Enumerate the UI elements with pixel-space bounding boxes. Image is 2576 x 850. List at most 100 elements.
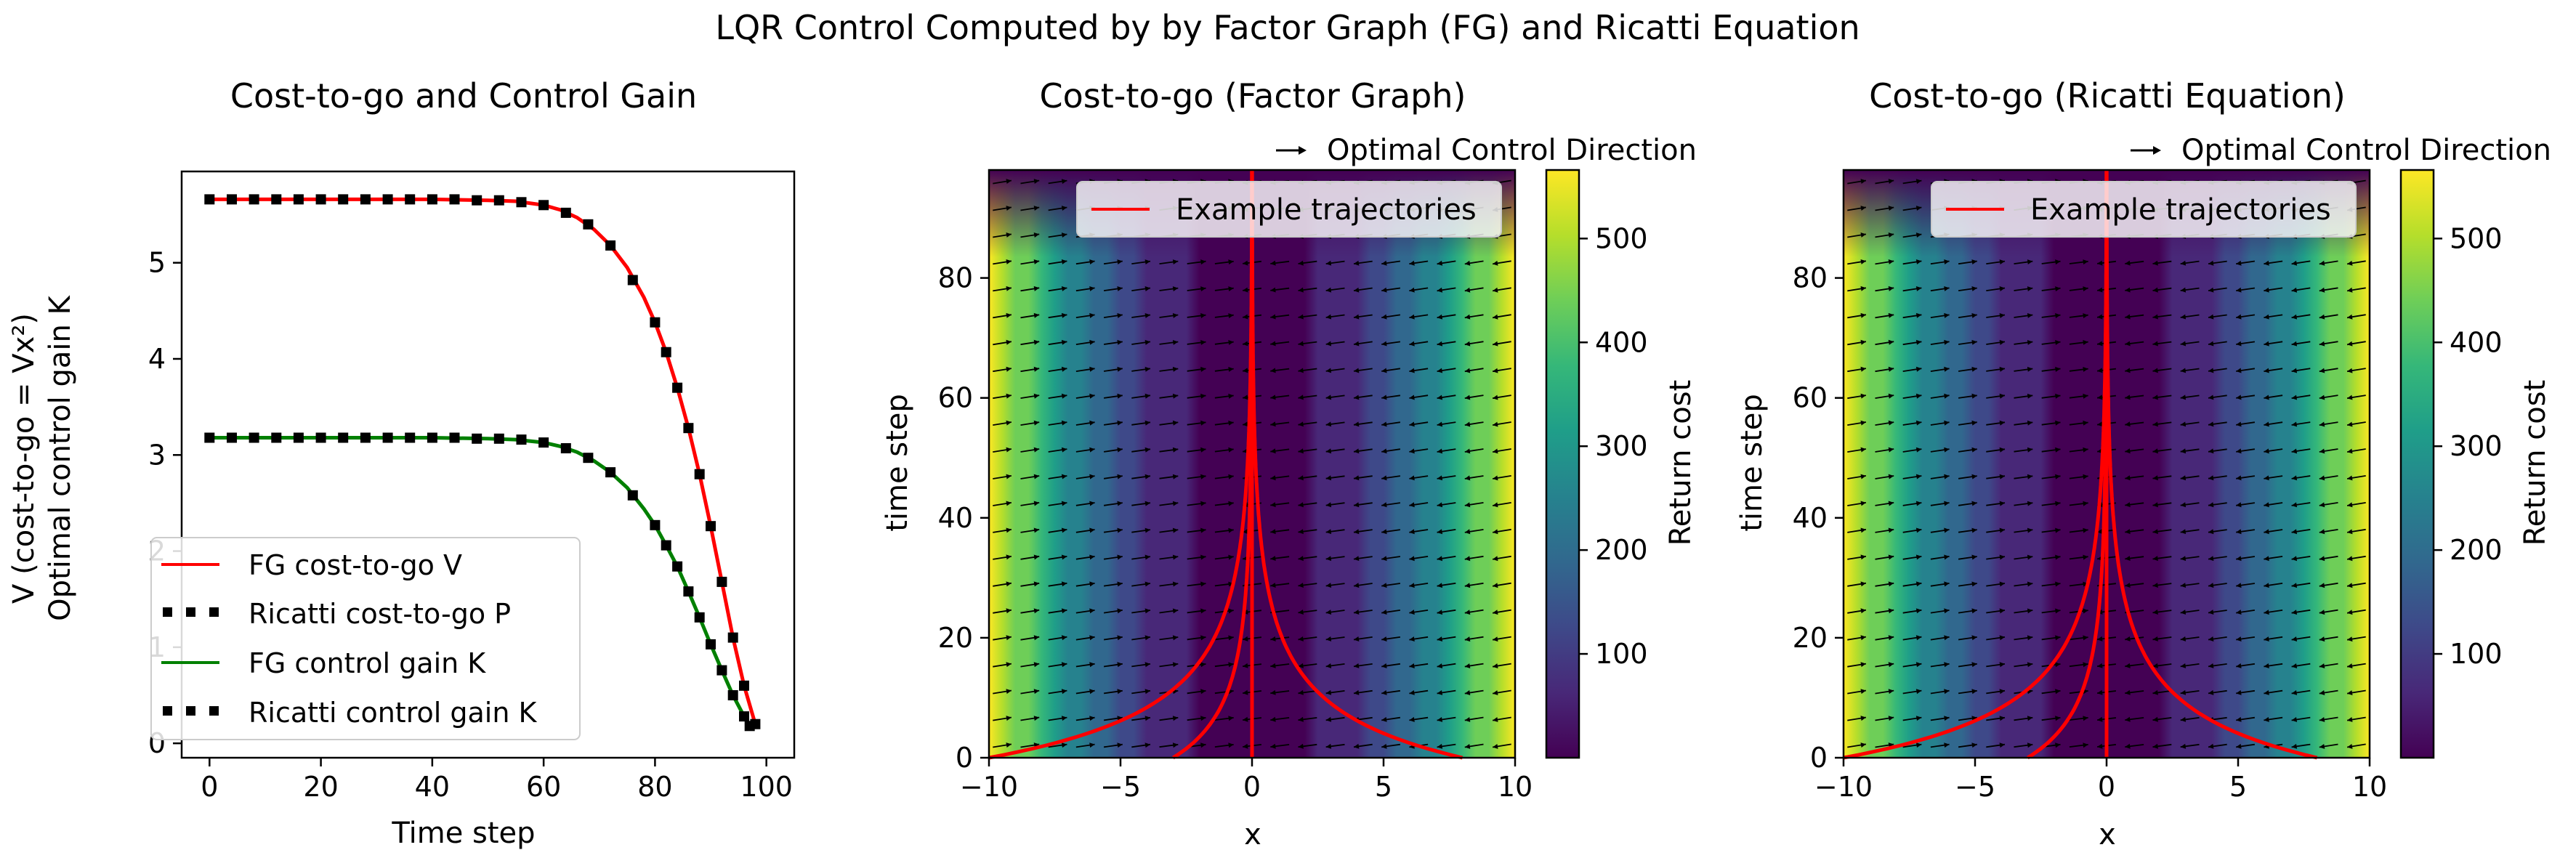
mid-quiver-head xyxy=(1298,368,1304,373)
mid-quiver-head xyxy=(1228,716,1234,721)
mid-chart-title: Cost-to-go (Factor Graph) xyxy=(1040,76,1466,116)
right-quiver-head xyxy=(2264,260,2269,266)
mid-quiver-head xyxy=(1381,556,1387,562)
mid-quiver-head xyxy=(1089,635,1095,641)
mid-quiver-head xyxy=(1493,717,1498,722)
left-legend-box xyxy=(150,537,581,740)
marker-ricatti-cost-to-go-p xyxy=(627,275,638,286)
right-quiver-head xyxy=(2291,260,2298,266)
right-quiver-head xyxy=(1999,527,2005,533)
mid-quiver-head xyxy=(1061,662,1067,668)
right-quiver-head xyxy=(2180,716,2187,722)
mid-colorbar-label: Return cost xyxy=(1664,380,1697,546)
right-quiver-head xyxy=(1971,501,1977,506)
mid-quiver-head xyxy=(1409,341,1415,347)
right-quiver-head xyxy=(2347,717,2353,722)
mid-legend-label: Example trajectories xyxy=(1176,193,1477,227)
right-quiver-head xyxy=(1915,312,1922,318)
right-quiver-head xyxy=(2055,527,2061,533)
marker-ricatti-control-gain-k xyxy=(661,540,671,551)
left-xtick-label: 80 xyxy=(637,771,672,803)
mid-quiver-head xyxy=(1006,501,1012,506)
mid-quiver-head xyxy=(1033,581,1040,587)
right-quiver-head xyxy=(2083,527,2088,533)
mid-quiver-head xyxy=(1464,421,1471,427)
mid-quiver-head xyxy=(1409,260,1415,266)
mid-quiver-head xyxy=(1061,259,1067,264)
mid-legend: Example trajectories xyxy=(1076,181,1502,238)
right-quiver-head xyxy=(1971,742,1977,748)
mid-quiver-head xyxy=(1325,689,1332,695)
mid-quiver-head xyxy=(1033,259,1040,264)
right-quiver-head xyxy=(2264,287,2269,293)
right-quiver-head xyxy=(1860,742,1866,748)
mid-xtick-label: −5 xyxy=(1100,771,1141,803)
right-quiver-head xyxy=(2264,502,2269,508)
left-xlabel: Time step xyxy=(391,817,535,850)
marker-ricatti-control-gain-k xyxy=(227,432,237,443)
right-quiver-head xyxy=(2264,421,2269,427)
mid-quiver-head xyxy=(1298,636,1304,641)
mid-quiver-head xyxy=(1409,502,1415,508)
right-quiver-head xyxy=(2152,610,2158,615)
right-quiver-head xyxy=(2208,287,2214,293)
marker-ricatti-cost-to-go-p xyxy=(583,219,594,230)
right-quiver-head xyxy=(1999,313,2005,318)
mid-quiver-head xyxy=(1325,421,1332,427)
left-chart-title: Cost-to-go and Control Gain xyxy=(230,76,697,116)
mid-quiver-head xyxy=(1089,554,1095,560)
mid-quiver-head xyxy=(1493,421,1498,427)
mid-quiver-head xyxy=(1033,608,1040,614)
mid-quiver-head xyxy=(1437,583,1443,588)
mid-quiver-head xyxy=(1172,662,1179,668)
right-quiver-head xyxy=(1915,206,1922,211)
marker-ricatti-control-gain-k xyxy=(449,432,460,443)
mid-quiver-head xyxy=(1144,662,1150,668)
mid-quiver-head xyxy=(1464,529,1471,535)
mid-quiver-head xyxy=(1033,501,1040,506)
mid-quiver-head xyxy=(1409,394,1415,400)
right-quiver-head xyxy=(2152,287,2158,293)
mid-quiver-head xyxy=(1033,662,1040,668)
right-quiver-head xyxy=(1888,393,1894,399)
right-xtick-label: −10 xyxy=(1814,771,1873,803)
right-chart: Cost-to-go (Ricatti Equation) −10 −5 0 5 100… xyxy=(1735,76,2552,850)
mid-quiver-head xyxy=(1033,206,1040,211)
mid-quiver-head xyxy=(1409,421,1415,427)
right-quiver-head xyxy=(2347,610,2353,615)
marker-ricatti-cost-to-go-p xyxy=(516,197,527,208)
right-quiver-head xyxy=(2347,394,2353,400)
right-quiver-head xyxy=(2347,529,2353,535)
mid-quiver-head xyxy=(1298,610,1304,615)
right-quiver-head xyxy=(2347,260,2353,266)
mid-quiver-head xyxy=(1089,259,1095,264)
mid-quiver-head xyxy=(1270,341,1276,347)
right-quiver-head xyxy=(1944,447,1950,453)
right-quiver-head xyxy=(2291,690,2298,695)
right-quiver-head xyxy=(2319,610,2325,615)
marker-ricatti-cost-to-go-p xyxy=(727,632,738,643)
mid-quiver-head xyxy=(1243,743,1248,749)
right-quiver-head xyxy=(2083,581,2088,587)
right-quiver-head xyxy=(2097,636,2103,641)
right-quiver-head xyxy=(1888,635,1894,641)
mid-ylabel: time step xyxy=(881,394,914,532)
mid-quiver-head xyxy=(1144,689,1150,695)
right-quiver-head xyxy=(2180,529,2187,535)
mid-quiver-head xyxy=(1006,312,1012,318)
mid-quiver-head xyxy=(1117,501,1123,506)
right-colorbar-tick-label: 300 xyxy=(2450,430,2503,462)
mid-quiver-head xyxy=(1437,475,1443,481)
right-colorbar-tick-label: 100 xyxy=(2450,638,2503,670)
mid-quiver-head xyxy=(1006,206,1012,211)
right-quiver-head xyxy=(1944,474,1950,479)
mid-quiver-head xyxy=(1144,339,1150,345)
right-quiver-head xyxy=(2291,314,2298,320)
mid-quiver-head xyxy=(1089,366,1095,372)
mid-quiver-head xyxy=(1243,341,1248,347)
marker-ricatti-cost-to-go-p xyxy=(271,194,282,205)
mid-quiver-head xyxy=(1325,448,1332,454)
right-quiver-head xyxy=(2097,716,2103,722)
mid-quiver-head xyxy=(1061,312,1067,318)
mid-ytick-label: 20 xyxy=(938,622,973,654)
